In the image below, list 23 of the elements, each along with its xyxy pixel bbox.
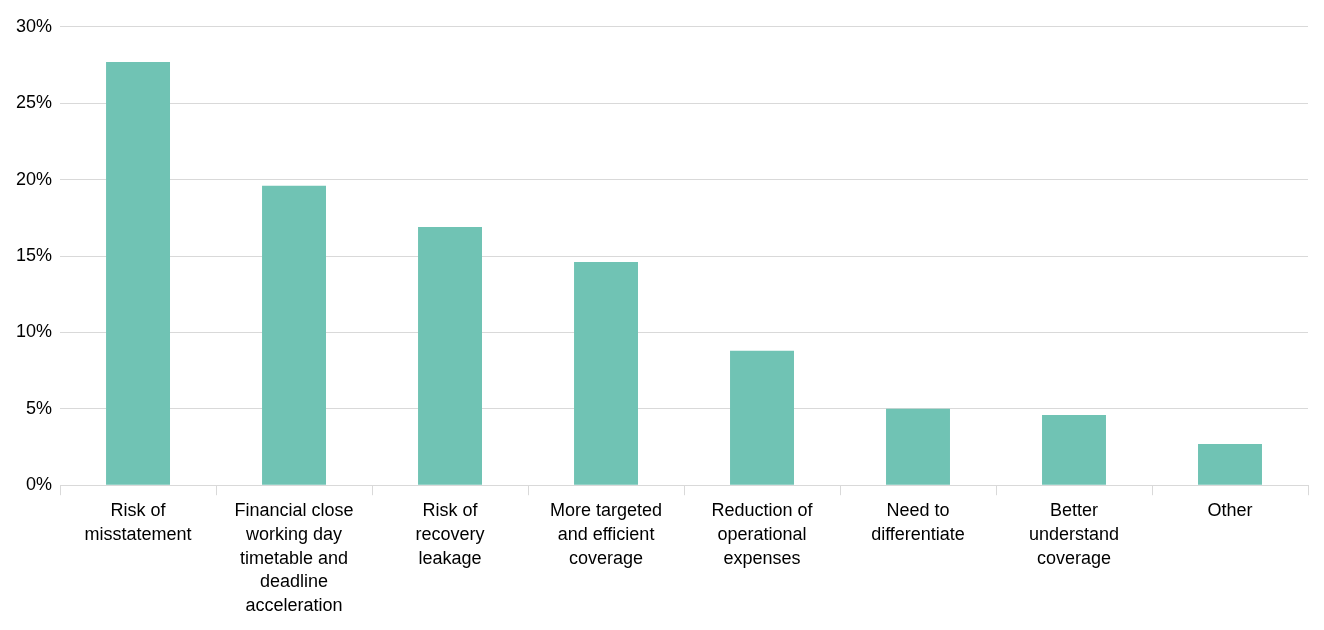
y-tick-label: 5% xyxy=(26,397,53,418)
bar xyxy=(262,185,326,485)
bar xyxy=(106,61,170,485)
bar xyxy=(574,262,638,485)
x-tick-label: Risk of misstatement xyxy=(84,500,192,544)
bar xyxy=(886,408,950,485)
x-tick-label: Risk of recovery leakage xyxy=(415,500,485,568)
x-tick-label: More targeted and efficient coverage xyxy=(549,500,663,568)
x-tick-label: Financial close working day timetable and deadline acceleration xyxy=(234,500,354,616)
y-tick-label: 20% xyxy=(16,168,53,189)
x-tick-label: Need to differentiate xyxy=(871,500,965,544)
y-tick-label: 15% xyxy=(16,244,53,265)
y-tick-label: 10% xyxy=(16,321,53,342)
y-tick-label: 30% xyxy=(16,15,53,36)
bar xyxy=(418,226,482,485)
x-tick-label: Better understand coverage xyxy=(1028,500,1120,568)
x-tick-label: Other xyxy=(1207,500,1253,521)
bar xyxy=(1042,414,1106,485)
x-tick-label: Reduction of operational expenses xyxy=(711,500,814,568)
bar xyxy=(730,350,794,485)
y-tick-label: 0% xyxy=(26,474,53,495)
bar xyxy=(1198,443,1262,485)
y-tick-label: 25% xyxy=(16,92,53,113)
